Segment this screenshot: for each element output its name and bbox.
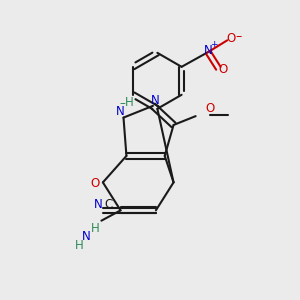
- Text: O: O: [226, 32, 236, 45]
- Text: N: N: [82, 230, 91, 243]
- Text: N: N: [94, 198, 103, 211]
- Text: O: O: [218, 63, 227, 76]
- Text: N: N: [116, 105, 124, 118]
- Text: O: O: [206, 102, 215, 115]
- Text: N: N: [204, 44, 212, 57]
- Text: C: C: [105, 198, 113, 211]
- Text: –: –: [235, 30, 242, 43]
- Text: N: N: [151, 94, 160, 107]
- Text: H: H: [124, 96, 133, 109]
- Text: O: O: [90, 177, 99, 190]
- Text: H: H: [75, 239, 84, 252]
- Text: –: –: [119, 97, 125, 110]
- Text: +: +: [210, 40, 217, 49]
- Text: H: H: [91, 221, 100, 235]
